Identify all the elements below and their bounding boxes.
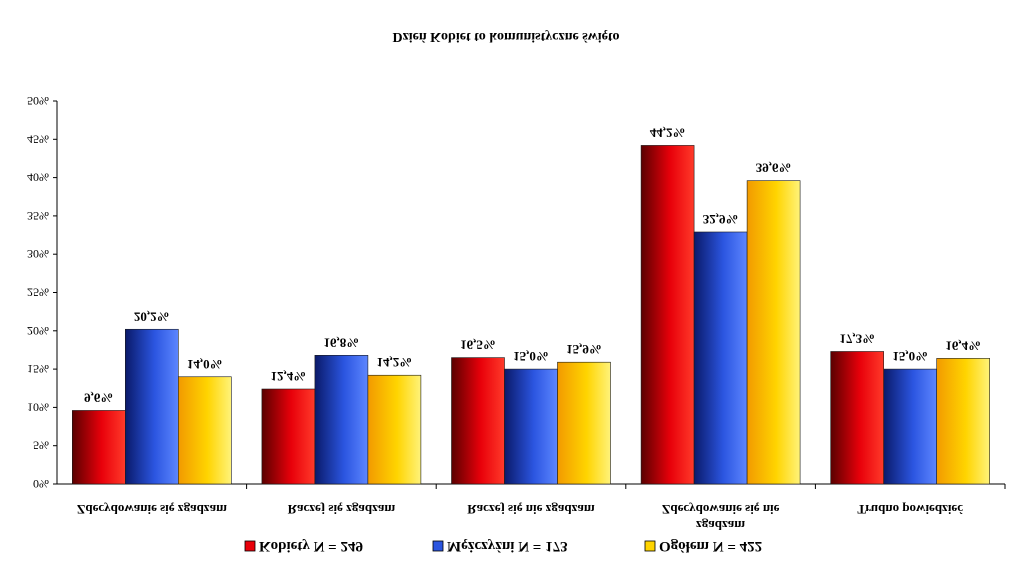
bar-ogolem	[367, 374, 422, 485]
category-label: Zdecydowanie się nie	[662, 502, 780, 517]
y-tick-label: 20%	[27, 324, 49, 338]
y-tick-label: 35%	[27, 209, 49, 223]
data-label: 32,9%	[703, 212, 739, 227]
data-label: 20,2%	[134, 309, 170, 324]
x-axis-title: Dzień Kobiet to komunistyczne święto	[392, 29, 619, 44]
y-tick-label: 25%	[27, 286, 49, 300]
y-tick-label: 50%	[27, 94, 49, 108]
y-tick-label: 10%	[27, 400, 49, 414]
category-label: zgadzam	[696, 518, 745, 533]
bar-mezczyzni	[314, 355, 369, 485]
data-label: 12,4%	[271, 369, 307, 384]
data-label: 16,4%	[945, 338, 981, 353]
data-label: 39,6%	[756, 161, 792, 176]
bar-mezczyzni	[693, 231, 748, 485]
data-label: 15,0%	[892, 349, 928, 364]
data-label: 16,5%	[460, 338, 496, 353]
category-label: Raczej się nie zgadzam	[467, 502, 595, 517]
bar-mezczyzni	[504, 368, 558, 485]
bar-ogolem	[936, 358, 991, 485]
y-tick-label: 15%	[27, 362, 49, 376]
y-tick-label: 0%	[33, 477, 49, 491]
bar-kobiety	[451, 357, 505, 485]
bar-mezczyzni	[125, 328, 179, 485]
legend-swatch	[432, 540, 444, 552]
data-label: 44,2%	[650, 125, 686, 140]
bar-kobiety	[261, 388, 316, 485]
category-label: Raczej się zgadzam	[288, 502, 396, 517]
data-label: 16,8%	[324, 335, 360, 350]
category-label: Trudno powiedzieć	[857, 502, 963, 517]
data-label: 14,0%	[187, 357, 223, 372]
legend-swatch	[644, 540, 656, 552]
data-label: 9,6%	[84, 390, 113, 405]
data-label: 15,9%	[566, 342, 602, 357]
bar-ogolem	[746, 180, 801, 485]
bar-kobiety	[640, 145, 695, 485]
bar-ogolem	[557, 361, 611, 485]
y-tick-label: 30%	[27, 247, 49, 261]
y-tick-label: 40%	[27, 171, 49, 185]
data-label: 15,0%	[513, 349, 549, 364]
y-tick-label: 5%	[33, 439, 49, 453]
y-tick-label: 45%	[27, 132, 49, 146]
category-label: Zdecydowanie się zgadzam	[77, 502, 227, 517]
bar-mezczyzni	[883, 368, 938, 485]
legend-swatch	[244, 540, 256, 552]
data-label: 17,3%	[839, 331, 875, 346]
bar-ogolem	[178, 376, 232, 485]
legend-label: Ogółem N = 422	[659, 538, 762, 554]
legend-label: Kobiety N = 249	[259, 538, 363, 554]
legend-label: Mężczyźni N = 173	[447, 538, 568, 554]
data-label: 14,2%	[377, 355, 413, 370]
bar-kobiety	[830, 351, 885, 485]
bar-kobiety	[72, 410, 126, 485]
